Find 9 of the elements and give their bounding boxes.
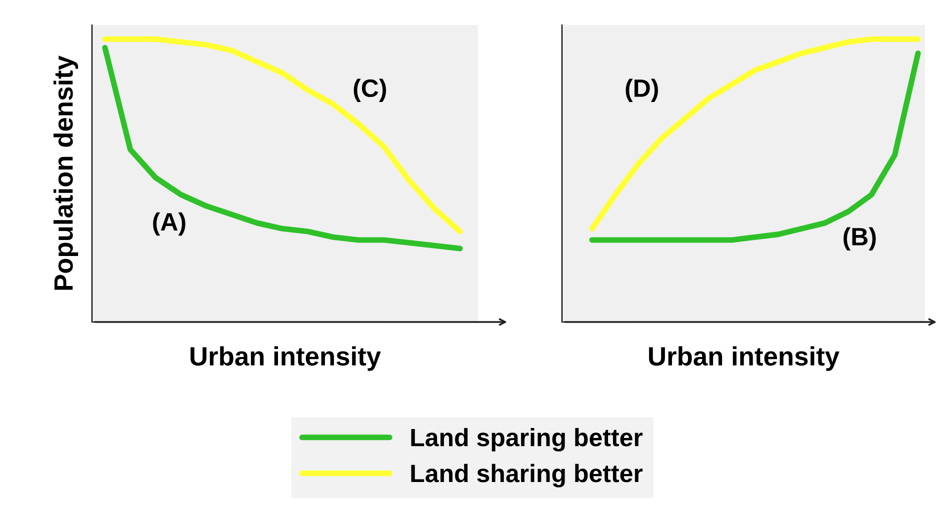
annotation: (D) — [626, 78, 658, 102]
legend-label: Land sharing better — [411, 464, 643, 488]
x-axis-title: Urban intensity — [649, 346, 840, 371]
annotation: (A) — [153, 212, 186, 236]
x-axis-title: Urban intensity — [190, 346, 381, 371]
annotation: (B) — [844, 227, 876, 250]
y-axis-title: Population density — [54, 56, 78, 290]
legend-label: Land sparing better — [411, 428, 643, 452]
annotation: (C) — [354, 78, 386, 102]
